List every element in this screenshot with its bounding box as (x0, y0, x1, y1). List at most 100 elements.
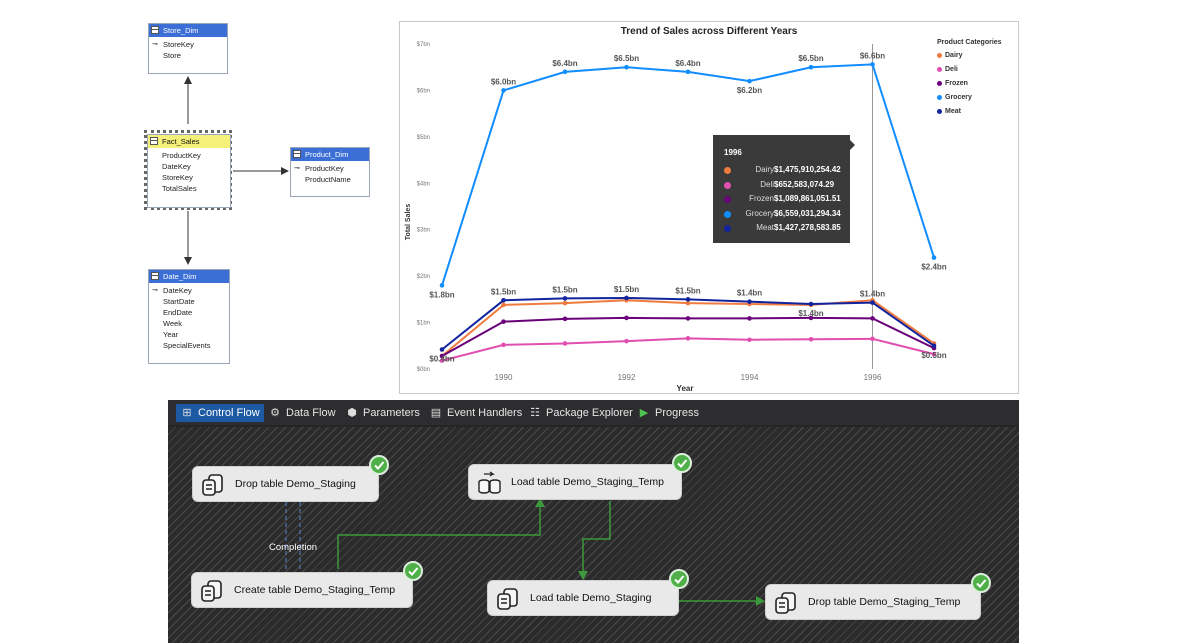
data-point-grocery (747, 78, 752, 84)
data-point-frozen (562, 316, 568, 322)
control-flow-canvas[interactable]: Completion Drop table Demo_Staging Load … (168, 427, 1019, 643)
legend-item-frozen[interactable]: Frozen (937, 77, 1002, 91)
field-row: Year (163, 330, 179, 339)
data-point-grocery (501, 88, 506, 93)
data-point-deli (624, 338, 629, 344)
task-label: Load table Demo_Staging (530, 592, 652, 604)
task-load-demo-staging-temp[interactable]: Load table Demo_Staging_Temp (468, 453, 692, 500)
key-icon: ⊸ (152, 41, 158, 48)
y-tick-label: $4bn (417, 181, 430, 187)
data-point-deli (870, 336, 875, 342)
relationship-lines (184, 76, 289, 265)
task-create-demo-staging-temp[interactable]: Create table Demo_Staging_Temp (191, 561, 423, 608)
legend-item-grocery[interactable]: Grocery (937, 91, 1002, 105)
data-label: $6.5bn (614, 54, 639, 63)
data-point-deli (501, 342, 506, 348)
field-row: Store (163, 51, 181, 60)
execute-sql-task-icon (201, 580, 222, 602)
data-point-grocery (808, 64, 814, 70)
task-load-demo-staging[interactable]: Load table Demo_Staging (487, 569, 689, 616)
data-point-grocery (931, 255, 937, 260)
table-icon (293, 150, 301, 158)
data-point-frozen (685, 316, 691, 321)
progress-icon: ▶ (639, 407, 649, 419)
designer-tab-bar: ⊞ Control Flow ⚙ Data Flow ⬢ Parameters ▤ Ev… (168, 400, 1019, 425)
series-line-grocery (441, 63, 935, 286)
tab-data-flow[interactable]: ⚙ Data Flow (270, 407, 336, 419)
sales-trend-chart[interactable]: Trend of Sales across Different Years $0b… (399, 21, 1019, 394)
data-point-grocery (439, 283, 445, 288)
data-point-meat (870, 300, 875, 305)
data-label: $1.8bn (429, 290, 454, 299)
task-label: Create table Demo_Staging_Temp (234, 584, 396, 596)
legend-item-deli[interactable]: Deli (937, 63, 1002, 77)
legend-title: Product Categories (937, 39, 1002, 46)
data-point-deli (439, 358, 445, 363)
table-icon (151, 272, 159, 280)
data-label: $6.0bn (491, 77, 516, 86)
data-point-meat (808, 301, 814, 307)
y-tick-label: $3bn (417, 228, 430, 234)
series-line-dairy (441, 299, 935, 357)
legend-item-dairy[interactable]: Dairy (937, 49, 1002, 63)
field-row: ⊸ DateKey (152, 286, 192, 295)
precedence-constraints (285, 498, 765, 606)
field-row: EndDate (163, 308, 193, 317)
data-label: $0.4bn (429, 355, 454, 364)
field-row: StartDate (163, 297, 195, 306)
data-label: $1.4bn (860, 290, 885, 299)
field-row: ProductKey (162, 151, 201, 160)
ssis-designer: ⊞ Control Flow ⚙ Data Flow ⬢ Parameters ▤ Ev… (168, 400, 1019, 643)
data-label: $1.5bn (614, 285, 639, 294)
data-point-dairy (562, 300, 568, 306)
tab-package-explorer[interactable]: ☷ Package Explorer (530, 407, 633, 419)
data-point-meat (439, 347, 445, 352)
data-label: $1.4bn (798, 309, 823, 318)
data-point-frozen (870, 316, 875, 321)
table-title: Date_Dim (163, 272, 197, 281)
tab-parameters[interactable]: ⬢ Parameters (347, 407, 420, 419)
data-label: $6.2bn (737, 86, 762, 95)
x-axis-label: Year (677, 384, 694, 393)
success-check-icon (672, 453, 692, 473)
field-row: SpecialEvents (163, 341, 211, 350)
tooltip-arrow (850, 140, 855, 150)
data-label: $0.5bn (921, 351, 946, 360)
tooltip-row: Frozen $1,089,861,051.51 (713, 192, 850, 207)
table-store-dim[interactable]: Store_Dim ⊸ StoreKey Store (148, 23, 228, 74)
series-line-deli (441, 337, 935, 362)
x-tick-label: 1992 (618, 373, 636, 382)
data-point-grocery (685, 69, 691, 75)
completion-label: Completion (269, 542, 318, 553)
data-flow-icon: ⚙ (270, 407, 280, 419)
task-drop-demo-staging-temp[interactable]: Drop table Demo_Staging_Temp (765, 573, 991, 620)
table-title: Fact_Sales (162, 137, 200, 146)
package-explorer-icon: ☷ (530, 407, 540, 419)
tab-event-handlers[interactable]: ▤ Event Handlers (430, 407, 523, 419)
y-tick-label: $5bn (417, 135, 430, 141)
table-product-dim[interactable]: Product_Dim ⊸ ProductKey ProductName (290, 147, 370, 197)
tab-progress[interactable]: ▶ Progress (639, 407, 700, 419)
success-check-icon (669, 569, 689, 589)
x-tick-label: 1996 (864, 373, 882, 382)
data-point-deli (685, 336, 691, 341)
execute-sql-task-icon (497, 588, 518, 610)
data-point-meat (685, 297, 691, 302)
table-fact-sales[interactable]: Fact_Sales ProductKey DateKey StoreKey T… (147, 134, 231, 208)
data-label: $6.4bn (552, 59, 577, 68)
task-drop-demo-staging[interactable]: Drop table Demo_Staging (192, 455, 389, 502)
tooltip-row: Deli $652,583,074.29 (713, 178, 850, 193)
parameters-icon: ⬢ (347, 407, 357, 419)
chart-canvas: Trend of Sales across Different Years $0b… (405, 26, 947, 393)
tab-control-flow[interactable]: ⊞ Control Flow (176, 404, 264, 422)
table-date-dim[interactable]: Date_Dim ⊸ DateKey StartDate EndDate Week… (148, 269, 230, 364)
execute-sql-task-icon (202, 474, 223, 496)
data-label: $6.6bn (860, 51, 885, 60)
data-point-frozen (439, 353, 445, 359)
table-title: Product_Dim (305, 150, 349, 159)
legend-item-meat[interactable]: Meat (937, 105, 1002, 119)
chart-tooltip: 1996 Dairy $1,475,910,254.42 Deli $652,583… (713, 135, 850, 243)
data-point-deli (562, 341, 568, 346)
y-tick-label: $7bn (417, 42, 430, 48)
tooltip-title: 1996 (724, 148, 742, 157)
